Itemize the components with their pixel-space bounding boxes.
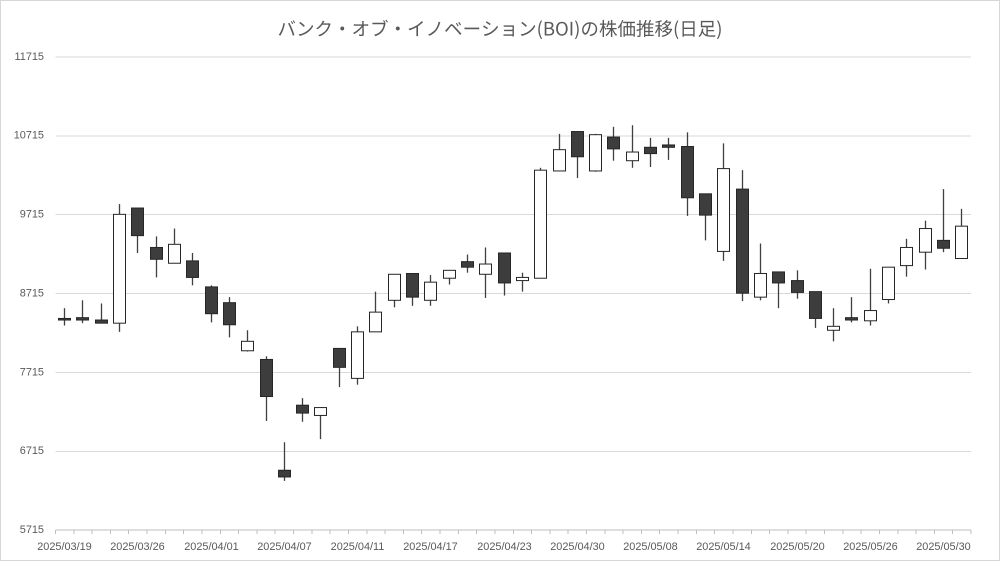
- svg-text:2025/04/23: 2025/04/23: [477, 541, 532, 553]
- svg-text:2025/05/14: 2025/05/14: [696, 541, 751, 553]
- svg-text:2025/04/17: 2025/04/17: [403, 541, 458, 553]
- svg-text:2025/05/08: 2025/05/08: [623, 541, 678, 553]
- svg-text:5715: 5715: [20, 524, 44, 536]
- svg-text:2025/03/26: 2025/03/26: [110, 541, 165, 553]
- svg-text:6715: 6715: [20, 445, 44, 457]
- svg-text:8715: 8715: [20, 287, 44, 299]
- svg-text:10715: 10715: [14, 130, 44, 142]
- svg-text:9715: 9715: [20, 209, 44, 221]
- svg-text:2025/05/20: 2025/05/20: [770, 541, 825, 553]
- svg-text:2025/04/30: 2025/04/30: [550, 541, 605, 553]
- svg-text:2025/05/26: 2025/05/26: [843, 541, 898, 553]
- svg-text:2025/04/11: 2025/04/11: [331, 541, 385, 553]
- svg-text:2025/03/19: 2025/03/19: [37, 541, 92, 553]
- svg-text:2025/05/30: 2025/05/30: [916, 541, 971, 553]
- svg-text:2025/04/01: 2025/04/01: [184, 541, 239, 553]
- svg-text:2025/04/07: 2025/04/07: [257, 541, 312, 553]
- svg-text:11715: 11715: [15, 51, 44, 63]
- svg-text:7715: 7715: [20, 366, 44, 378]
